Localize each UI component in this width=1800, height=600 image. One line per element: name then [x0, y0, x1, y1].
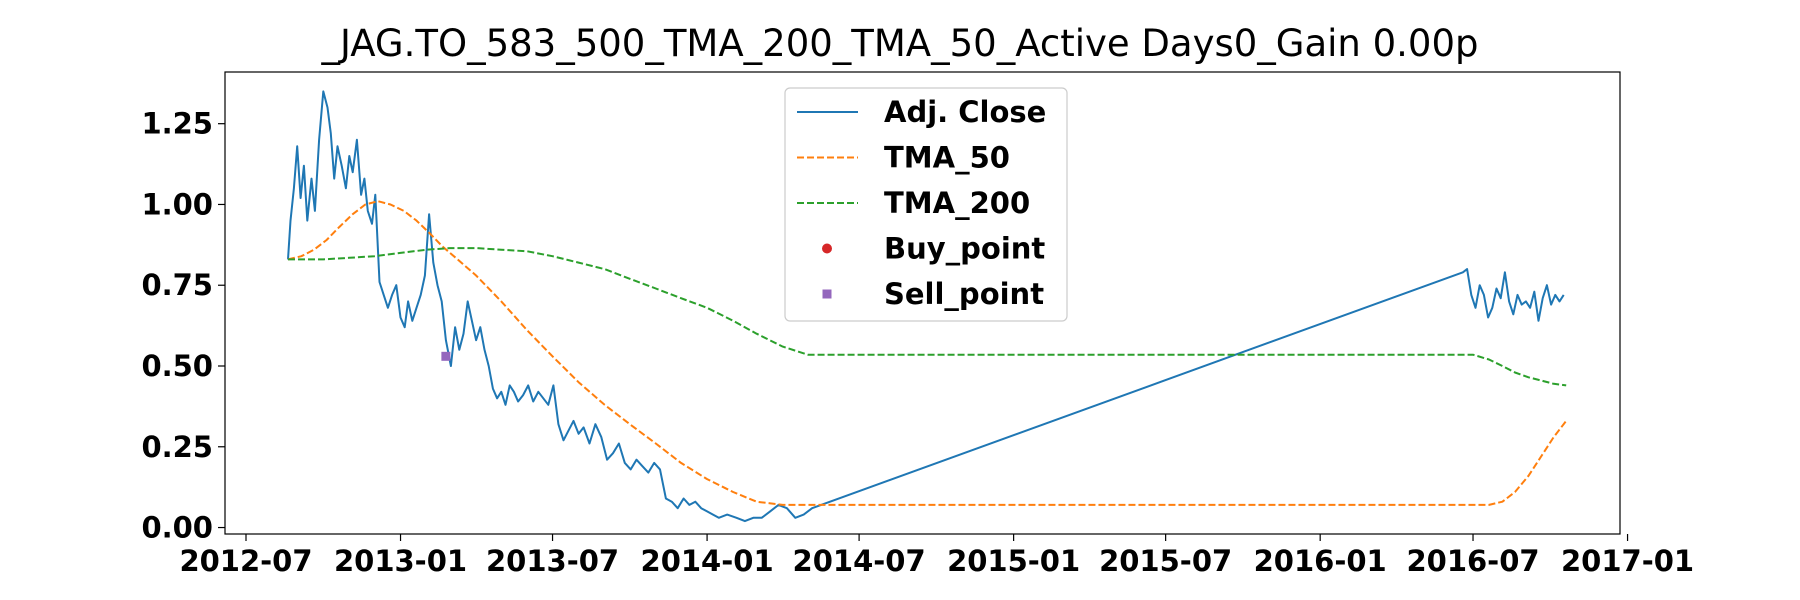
x-axis: 2012-07 2013-01 2013-07 2014-01 2014-07 2015-…	[179, 534, 1694, 578]
legend-entry-sell-point: Sell_point	[822, 277, 1044, 311]
x-tick-label: 2015-01	[947, 544, 1080, 578]
legend-entry-buy-point: Buy_point	[822, 232, 1045, 266]
x-tick-label: 2013-07	[486, 544, 619, 578]
plot-frame	[224, 71, 1621, 535]
series-line-adj-close	[287, 90, 1565, 523]
x-tick-label: 2015-07	[1099, 544, 1232, 578]
legend-label: Buy_point	[884, 232, 1045, 266]
legend-label: TMA_200	[884, 186, 1030, 220]
legend-label: Adj. Close	[884, 95, 1046, 129]
x-tick-label: 2012-07	[179, 544, 312, 578]
legend-entry-tma-50: TMA_50	[797, 141, 1010, 175]
y-tick-label: 1.00	[141, 187, 213, 221]
sell-point-marker	[441, 351, 451, 361]
legend-swatch-sell-point	[822, 289, 832, 299]
y-tick-label: 0.25	[141, 430, 213, 464]
legend: Adj. Close TMA_50 TMA_200 Buy_point Sell_poi…	[784, 87, 1068, 322]
legend-entry-adj-close: Adj. Close	[797, 95, 1046, 129]
series-line-tma-50	[287, 200, 1567, 506]
y-tick-label: 0.75	[141, 268, 213, 302]
x-tick-label: 2014-07	[793, 544, 926, 578]
y-axis: 0.00 0.25 0.50 0.75 1.00 1.25	[141, 107, 225, 545]
x-tick-label: 2017-01	[1561, 544, 1694, 578]
legend-swatch-buy-point	[822, 243, 832, 254]
series-layer	[287, 90, 1567, 523]
legend-entry-tma-200: TMA_200	[797, 186, 1030, 220]
legend-label: Sell_point	[884, 277, 1044, 311]
series-line-tma-200	[288, 247, 1567, 387]
y-tick-label: 0.00	[141, 511, 213, 545]
legend-label: TMA_50	[884, 141, 1010, 175]
x-tick-label: 2013-01	[334, 544, 467, 578]
x-tick-label: 2014-01	[641, 544, 774, 578]
y-tick-label: 1.25	[141, 107, 213, 141]
y-tick-label: 0.50	[141, 349, 213, 383]
legend-box	[784, 87, 1068, 322]
chart-title: _JAG.TO_583_500_TMA_200_TMA_50_Active Da…	[321, 22, 1479, 65]
x-tick-label: 2016-01	[1254, 544, 1387, 578]
x-tick-label: 2016-07	[1406, 544, 1539, 578]
